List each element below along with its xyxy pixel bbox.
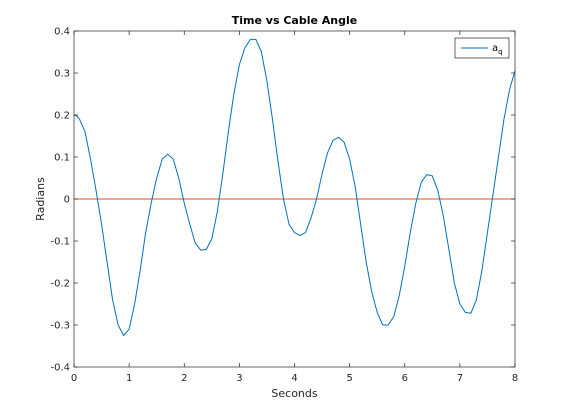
y-tick-label: 0.1 [54, 153, 70, 164]
x-tick-label: 7 [457, 373, 463, 384]
legend: aq [454, 37, 510, 59]
y-tick-label: -0.1 [50, 237, 70, 248]
y-axis-ticks: -0.4 -0.3 -0.2 -0.1 0 0.1 0.2 0.3 0.4 [50, 27, 515, 374]
y-tick-label: -0.4 [50, 363, 70, 374]
x-tick-label: 0 [71, 373, 77, 384]
y-tick-label: -0.2 [50, 279, 70, 290]
x-tick-label: 4 [291, 373, 297, 384]
series-layer [73, 38, 516, 336]
chart-title: Time vs Cable Angle [232, 14, 357, 27]
y-axis-label: Radians [34, 177, 47, 221]
plot-frame [73, 30, 516, 368]
x-tick-label: 2 [181, 373, 187, 384]
legend-label: aq [492, 43, 503, 56]
y-tick-label: 0.3 [54, 69, 70, 80]
y-tick-label: 0 [64, 195, 70, 206]
legend-label-sub: q [498, 48, 502, 56]
y-tick-label: 0.4 [54, 27, 70, 38]
x-tick-label: 8 [512, 373, 518, 384]
y-tick-label: -0.3 [50, 321, 70, 332]
x-tick-label: 1 [126, 373, 132, 384]
legend-label-main: a [492, 43, 498, 54]
x-axis-label: Seconds [271, 387, 317, 400]
y-tick-label: 0.2 [54, 111, 70, 122]
x-tick-label: 6 [402, 373, 408, 384]
series-line-a-q [73, 38, 516, 336]
x-axis-ticks: 0 1 2 3 4 5 6 7 8 [71, 31, 518, 384]
x-tick-label: 3 [236, 373, 242, 384]
x-tick-label: 5 [346, 373, 352, 384]
